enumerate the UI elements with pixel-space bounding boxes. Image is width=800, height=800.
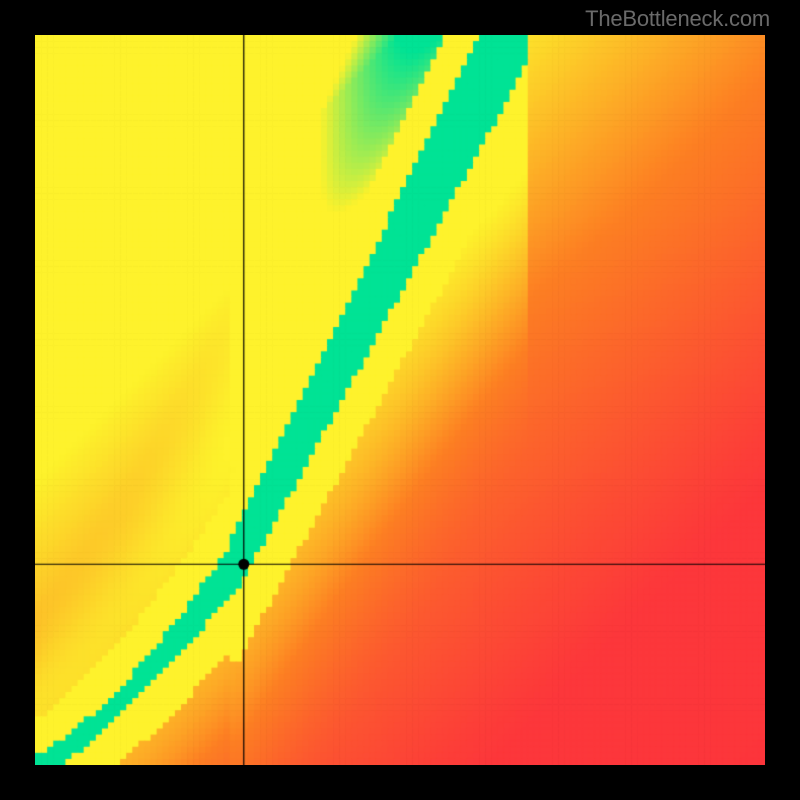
bottleneck-heatmap [35, 35, 765, 765]
watermark-text: TheBottleneck.com [585, 6, 770, 32]
chart-container: TheBottleneck.com [0, 0, 800, 800]
